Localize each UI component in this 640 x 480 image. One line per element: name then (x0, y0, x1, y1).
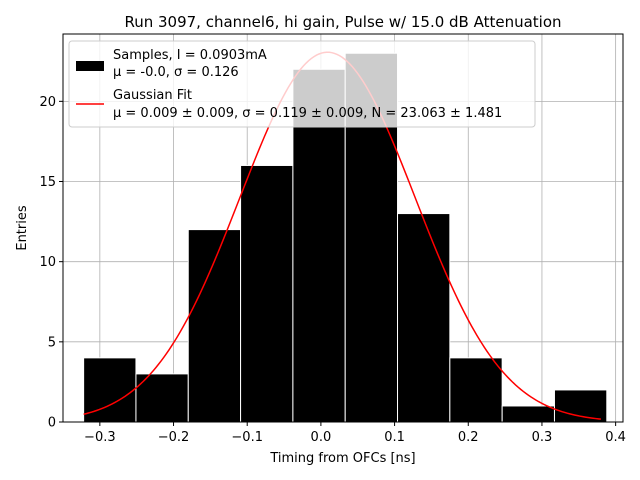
histogram-bar (397, 213, 451, 423)
histogram-bar (292, 68, 346, 423)
legend-samples-label: Samples, I = 0.0903mA (113, 48, 267, 63)
x-tick-label: 0.3 (532, 430, 553, 445)
plot-frame (62, 33, 624, 423)
y-tick-label: 15 (39, 175, 56, 190)
y-tick-label: 20 (39, 95, 56, 110)
x-tick-label: −0.1 (231, 430, 263, 445)
axis-ticks: −0.3 −0.2 −0.1 0.0 0.1 0.2 0.3 0.4 0 5 10 15 20 (39, 95, 626, 445)
legend-samples-stats: μ = -0.0, σ = 0.126 (113, 65, 239, 80)
x-tick-label: 0.2 (458, 430, 479, 445)
x-tick-label: −0.3 (84, 430, 116, 445)
x-axis-label: Timing from OFCs [ns] (269, 451, 415, 466)
histogram-bar (501, 405, 555, 423)
legend: Samples, I = 0.0903mA μ = -0.0, σ = 0.12… (68, 40, 536, 128)
x-tick-label: 0.4 (605, 430, 626, 445)
legend-samples-swatch (76, 61, 104, 71)
histogram-bar (240, 164, 294, 423)
legend-fit-stats: μ = 0.009 ± 0.009, σ = 0.119 ± 0.009, N … (113, 106, 502, 121)
y-tick-label: 5 (48, 335, 56, 350)
y-tick-label: 0 (48, 416, 56, 431)
y-axis-label: Entries (15, 205, 30, 251)
histogram-bar (449, 357, 503, 423)
y-tick-label: 10 (39, 255, 56, 270)
histogram-bar (187, 229, 242, 423)
x-tick-label: 0.0 (311, 430, 332, 445)
legend-fit-label: Gaussian Fit (113, 88, 192, 103)
chart-title: Run 3097, channel6, hi gain, Pulse w/ 15… (124, 13, 561, 31)
x-tick-label: −0.2 (158, 430, 190, 445)
legend-box (68, 40, 536, 128)
x-tick-label: 0.1 (384, 430, 405, 445)
histogram-bar (553, 389, 608, 423)
